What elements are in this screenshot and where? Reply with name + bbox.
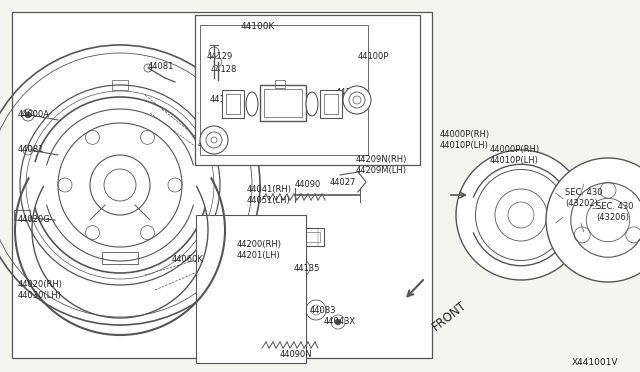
Bar <box>226 94 240 114</box>
Text: 44128: 44128 <box>211 65 237 74</box>
Text: 44030(LH): 44030(LH) <box>18 291 62 300</box>
Text: 44020G: 44020G <box>18 215 51 224</box>
Text: 44200(RH): 44200(RH) <box>237 240 282 249</box>
Text: FRONT: FRONT <box>430 298 470 333</box>
Bar <box>14 210 30 220</box>
Text: 44041(RH): 44041(RH) <box>247 185 292 194</box>
Circle shape <box>25 112 31 118</box>
Text: 44090: 44090 <box>295 180 321 189</box>
Text: 44108: 44108 <box>198 140 225 149</box>
Text: 44051(LH): 44051(LH) <box>247 196 291 205</box>
Circle shape <box>335 319 341 325</box>
Text: 44027: 44027 <box>330 178 356 187</box>
Text: 44108: 44108 <box>336 88 362 97</box>
Text: 44201(LH): 44201(LH) <box>237 251 281 260</box>
Text: 44000A: 44000A <box>18 110 50 119</box>
Circle shape <box>456 150 586 280</box>
Text: SEC. 430: SEC. 430 <box>596 202 634 211</box>
Circle shape <box>200 126 228 154</box>
Text: 44100K: 44100K <box>241 22 275 31</box>
Text: (43206): (43206) <box>596 213 629 222</box>
Bar <box>196 215 306 363</box>
Bar <box>275 80 285 88</box>
Text: SEC. 430: SEC. 430 <box>565 188 602 197</box>
Text: 44209N(RH): 44209N(RH) <box>356 155 408 164</box>
Text: 44000P(RH): 44000P(RH) <box>440 130 490 139</box>
Bar <box>254 228 324 246</box>
Circle shape <box>546 158 640 282</box>
Bar <box>112 80 128 90</box>
Text: 44125: 44125 <box>210 95 236 104</box>
Ellipse shape <box>246 92 258 116</box>
Bar <box>320 90 342 118</box>
Bar <box>222 90 244 118</box>
Text: (43202): (43202) <box>565 199 598 208</box>
Ellipse shape <box>306 92 318 116</box>
Text: 44043X: 44043X <box>324 317 356 326</box>
Bar <box>102 252 138 264</box>
Text: 44081: 44081 <box>148 62 174 71</box>
Text: 44020(RH): 44020(RH) <box>18 280 63 289</box>
Bar <box>258 232 320 242</box>
Text: X441001V: X441001V <box>572 358 618 367</box>
Circle shape <box>343 86 371 114</box>
Text: 44081: 44081 <box>18 145 44 154</box>
Circle shape <box>551 183 601 233</box>
Text: 44129: 44129 <box>207 52 233 61</box>
Bar <box>260 85 306 121</box>
Text: 44090N: 44090N <box>280 350 312 359</box>
Text: 44135: 44135 <box>294 264 321 273</box>
Text: 44010P(LH): 44010P(LH) <box>440 141 489 150</box>
Text: 44000P(RH): 44000P(RH) <box>490 145 540 154</box>
Bar <box>324 94 338 114</box>
Bar <box>200 25 368 155</box>
Text: 44209M(LH): 44209M(LH) <box>356 166 407 175</box>
Bar <box>12 12 432 358</box>
Bar <box>264 89 302 117</box>
Text: 44010P(LH): 44010P(LH) <box>490 156 539 165</box>
Text: 44100P: 44100P <box>358 52 389 61</box>
Text: 44060K: 44060K <box>172 255 204 264</box>
Text: 44083: 44083 <box>310 306 337 315</box>
Bar <box>195 15 420 165</box>
